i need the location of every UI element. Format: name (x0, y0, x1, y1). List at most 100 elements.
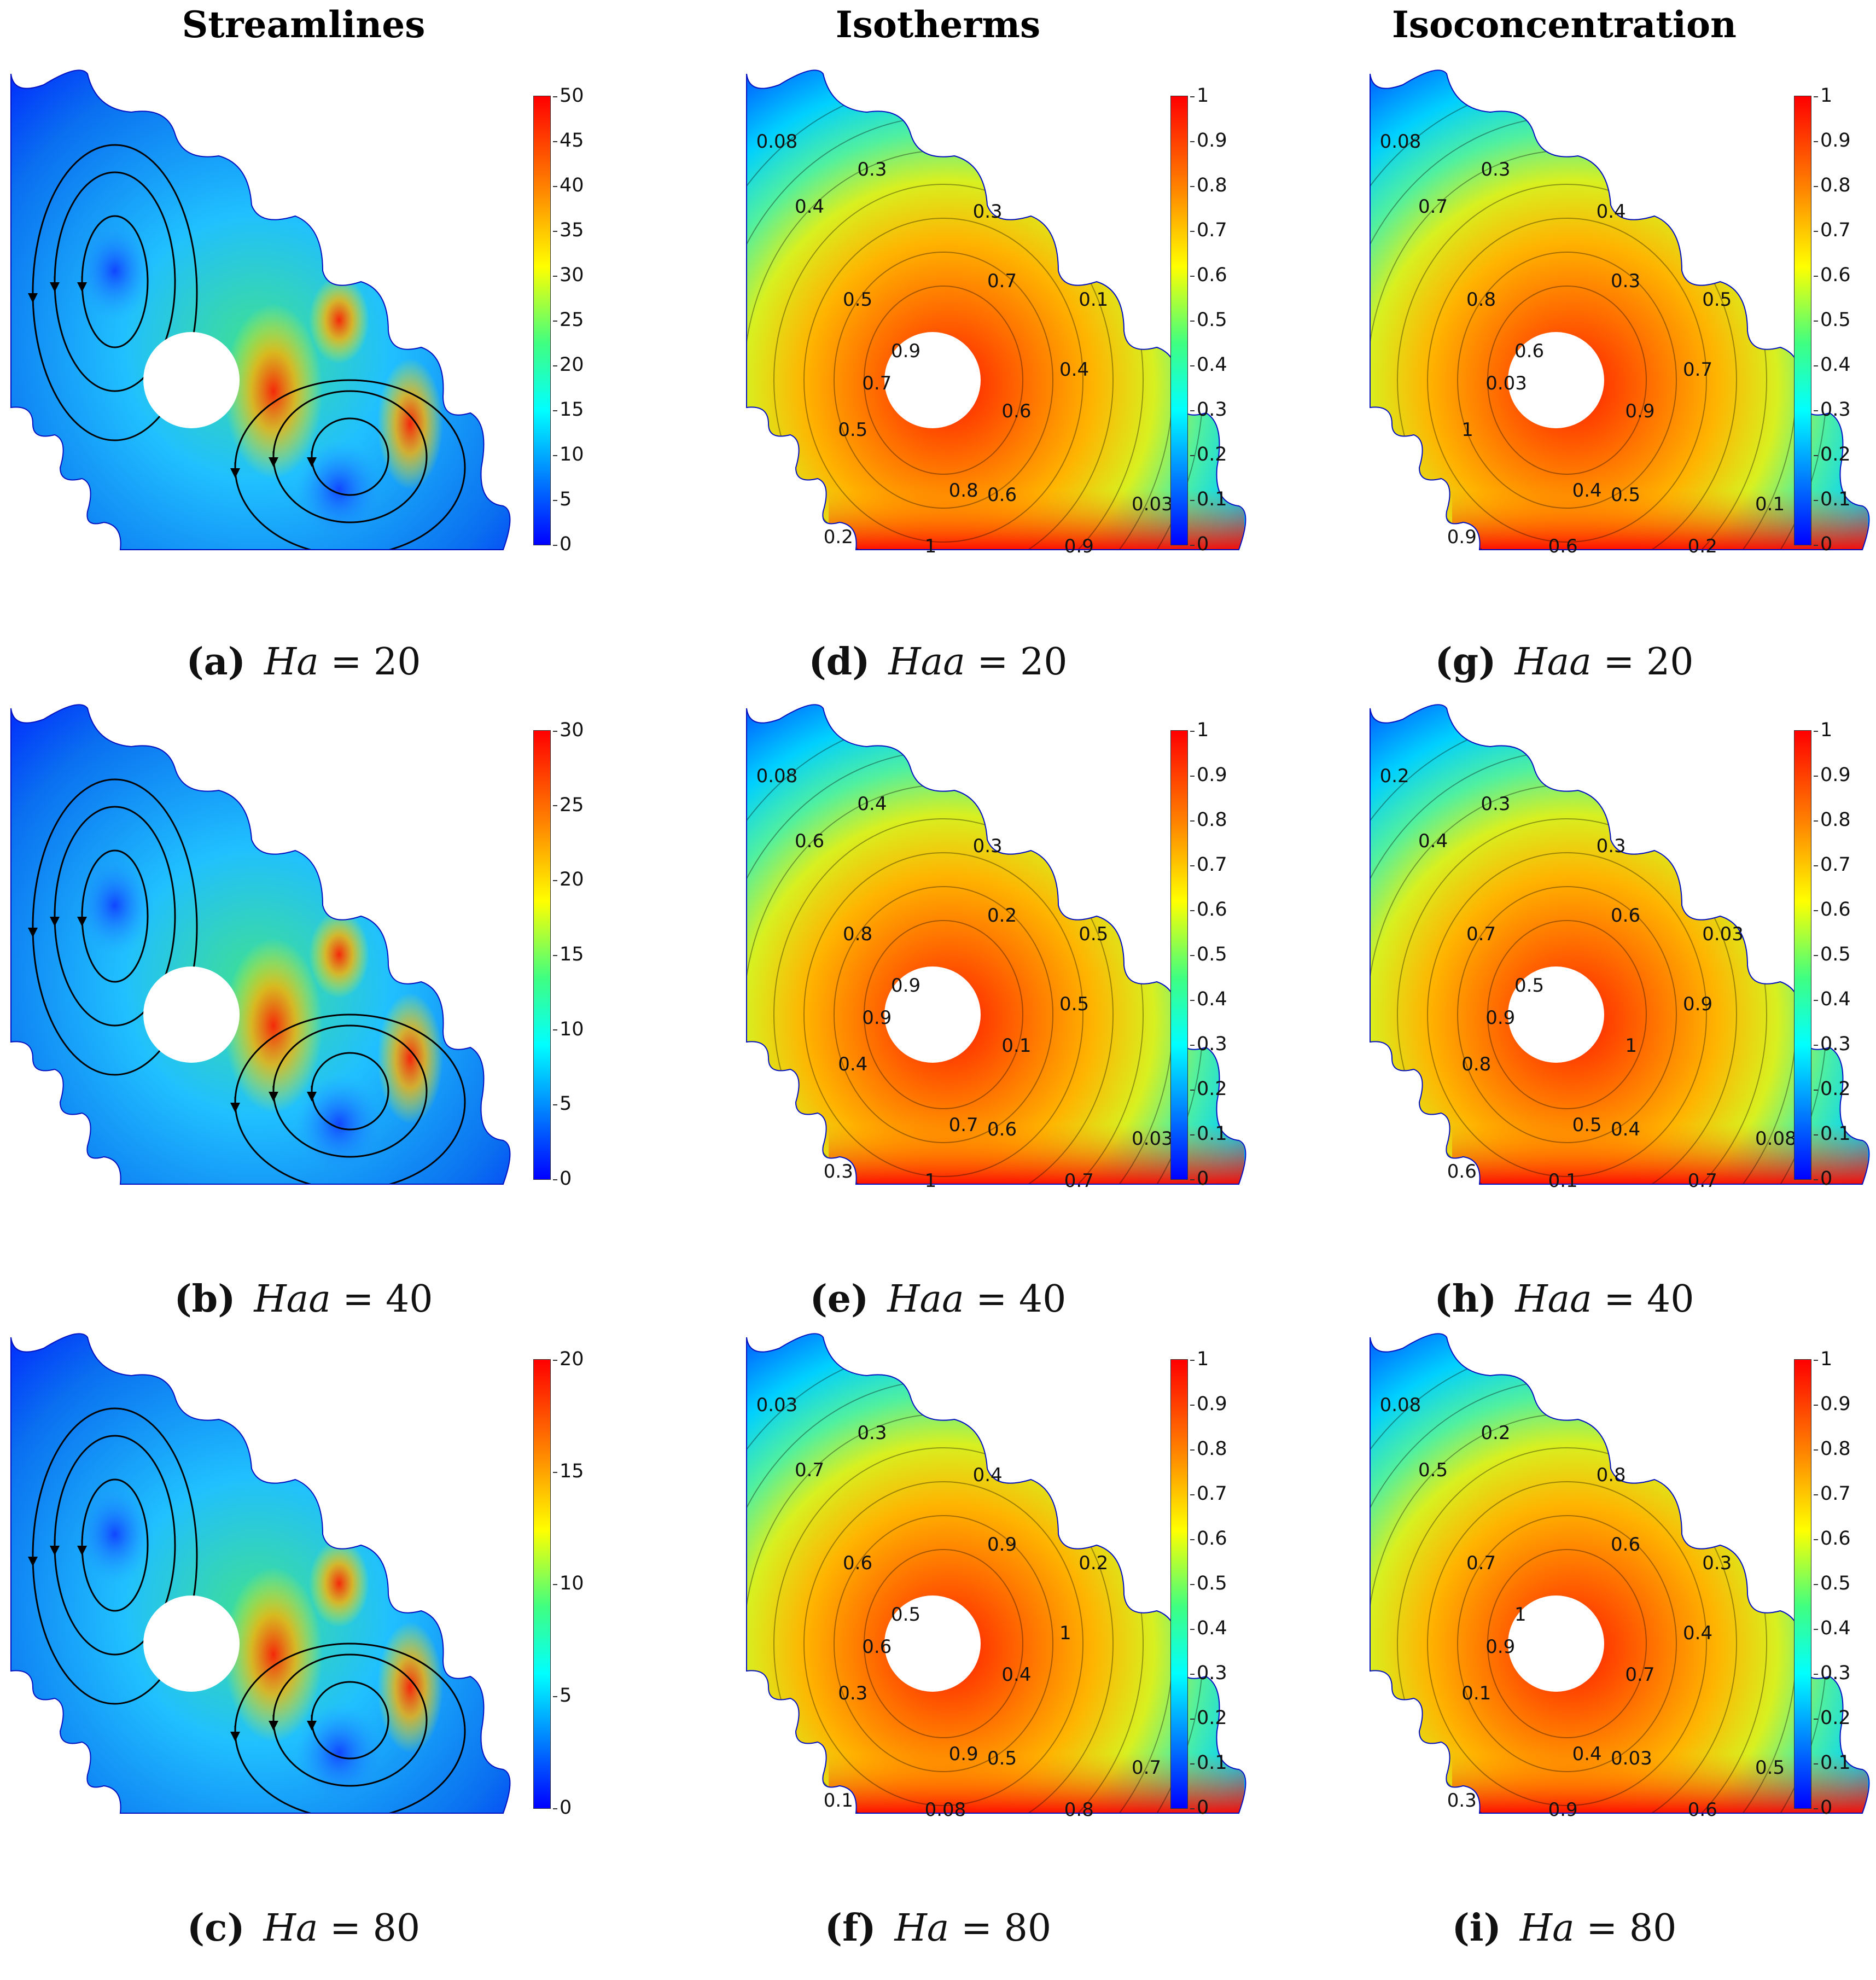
contour-label: 0.9 (891, 340, 921, 362)
contour-label: 0.1 (823, 1789, 853, 1812)
cavity-boundary (746, 704, 1246, 1185)
colorbar-tick-label: 0.4 (1190, 988, 1227, 1010)
contour-label: 0.08 (924, 1798, 966, 1821)
velocity-peak-region (224, 304, 323, 479)
contour-label: 0.1 (1079, 289, 1109, 311)
contour-label: 0.08 (1379, 1394, 1421, 1416)
colorbar-tick-label: 0.9 (1190, 764, 1227, 786)
caption-value: 20 (1646, 640, 1694, 684)
caption-letter: (f) (824, 1906, 876, 1950)
caption-value: 20 (1019, 640, 1068, 684)
colorbar-tick-label: 0 (1813, 533, 1833, 555)
caption-letter: (a) (186, 640, 246, 684)
contour-label: 0.6 (1548, 535, 1578, 557)
colorbar-tick-label: 0.2 (1190, 1078, 1227, 1100)
colorbar-tick-label: 25 (553, 309, 584, 331)
colorbar-tick-label: 0.7 (1814, 854, 1851, 876)
contour-label: 0.3 (1481, 793, 1511, 815)
colorbar-tick-label: 0 (1190, 1168, 1209, 1190)
colorbar-tick-label: 0.5 (1814, 944, 1851, 965)
contour-label: 0.3 (823, 1160, 853, 1183)
contour-label: 0.5 (1079, 923, 1109, 945)
contour-label: 0.2 (1379, 765, 1409, 787)
contour-label: 0.5 (1755, 1757, 1785, 1779)
caption-letter: (c) (187, 1906, 245, 1950)
contour-label: 0.3 (857, 159, 887, 180)
contour-label: 0.7 (862, 372, 892, 394)
header-streamlines: Streamlines (182, 3, 426, 46)
contour-label: 0.03 (1485, 372, 1527, 394)
panel-g: 0.08 0.3 0.4 0.7 0.8 0.3 0.5 0.6 0.03 0.7 1 0.9 0.4 0… (1266, 69, 1870, 621)
colorbar-tick-label: 0.6 (1814, 899, 1851, 921)
contour-label: 0.3 (1481, 159, 1511, 180)
cavity-boundary (1370, 1333, 1870, 1814)
contour-label: 0.9 (1064, 535, 1094, 557)
header-isoconcentration: Isoconcentration (1392, 3, 1737, 46)
colorbar-tick-label: 0.3 (1814, 1033, 1851, 1055)
colorbar-tick-label: 0 (552, 533, 572, 555)
colorbar-tick-label: 0.8 (1814, 1438, 1851, 1460)
colorbar-tick-label: 0.4 (1814, 1617, 1851, 1639)
contour-label: 0.8 (948, 479, 978, 502)
cavity-boundary (10, 704, 511, 1185)
colorbar-tick-label: 35 (553, 219, 584, 241)
contour-label: 0.4 (1596, 200, 1626, 223)
contour-label: 0.7 (795, 1459, 825, 1481)
colorbar-g (1794, 96, 1811, 545)
field-plot-i (1370, 1333, 1870, 1814)
colorbar-tick-label: 0.1 (1814, 488, 1851, 510)
inner-cylinder (884, 1595, 981, 1692)
contour-label: 0.7 (1466, 1552, 1496, 1574)
contour-line (1427, 852, 1707, 1177)
colorbar-tick-label: 0.1 (1814, 1123, 1851, 1145)
contour-line (834, 886, 1053, 1143)
contour-label: 0.3 (1702, 1552, 1732, 1574)
velocity-peak-region (377, 993, 443, 1124)
contour-line (1427, 1481, 1707, 1806)
colorbar-tick-label: 0.6 (1814, 264, 1851, 286)
contour-label: 0.6 (1514, 340, 1545, 362)
colorbar-tick-label: 0.1 (1190, 1123, 1227, 1145)
contour-line (834, 1515, 1053, 1772)
contour-label: 0.8 (1596, 1464, 1626, 1486)
colorbar-tick-label: 0.5 (1190, 309, 1227, 331)
colorbar-tick-label: 0.4 (1190, 354, 1227, 376)
colorbar-tick-label: 0.8 (1814, 174, 1851, 196)
panel-h: 0.2 0.3 0.3 0.4 0.7 0.6 0.03 0.5 0.9 0.9 0.8 1 0.5 0.… (1266, 704, 1870, 1255)
caption-d: (d) Haa = 20 (808, 640, 1068, 684)
colorbar-tick-label: 0.5 (1190, 1573, 1227, 1594)
contour-label: 0.6 (1611, 905, 1641, 927)
contour-label: 0.5 (1572, 1114, 1602, 1136)
velocity-peak-region (377, 358, 443, 490)
caption-g: (g) Haa = 20 (1435, 640, 1694, 684)
contour-label: 0.5 (843, 289, 873, 311)
caption-value: 40 (1646, 1278, 1694, 1321)
contour-label: 0.9 (948, 1743, 978, 1765)
colorbar-tick-label: 0.1 (1190, 488, 1227, 510)
caption-b: (b) Haa = 40 (174, 1277, 433, 1321)
colorbar-tick-label: 0.2 (1814, 444, 1851, 465)
colorbar-tick-label: 0.7 (1190, 1483, 1227, 1505)
colorbar-tick-label: 0.4 (1814, 988, 1851, 1010)
colorbar-tick-label: 0.1 (1814, 1752, 1851, 1774)
contour-line (1397, 1447, 1737, 1814)
panel-a: 0 5 10 15 20 25 30 35 40 45 50 (10, 69, 602, 621)
contour-label: 0.4 (1001, 1664, 1032, 1686)
colorbar-tick-label: 1 (1813, 719, 1833, 741)
colorbar-tick-label: 0.1 (1190, 1752, 1227, 1774)
caption-letter: (h) (1434, 1277, 1497, 1321)
caption-value: 40 (1018, 1278, 1067, 1321)
caption-value: 80 (372, 1907, 421, 1950)
contour-label: 1 (1059, 1622, 1071, 1644)
velocity-peak-region (377, 1622, 443, 1753)
contour-label: 0.9 (1485, 1636, 1516, 1658)
colorbar-tick-label: 0.2 (1190, 444, 1227, 465)
colorbar-tick-label: 0.3 (1190, 1033, 1227, 1055)
vortex-core-region (295, 1075, 383, 1173)
contour-line (773, 818, 1114, 1185)
field-plot-e (746, 704, 1246, 1185)
contour-label: 0.9 (1447, 526, 1477, 548)
contour-line (864, 1549, 1023, 1738)
contour-label: 0.6 (862, 1636, 892, 1658)
contour-label: 0.5 (891, 1603, 921, 1626)
